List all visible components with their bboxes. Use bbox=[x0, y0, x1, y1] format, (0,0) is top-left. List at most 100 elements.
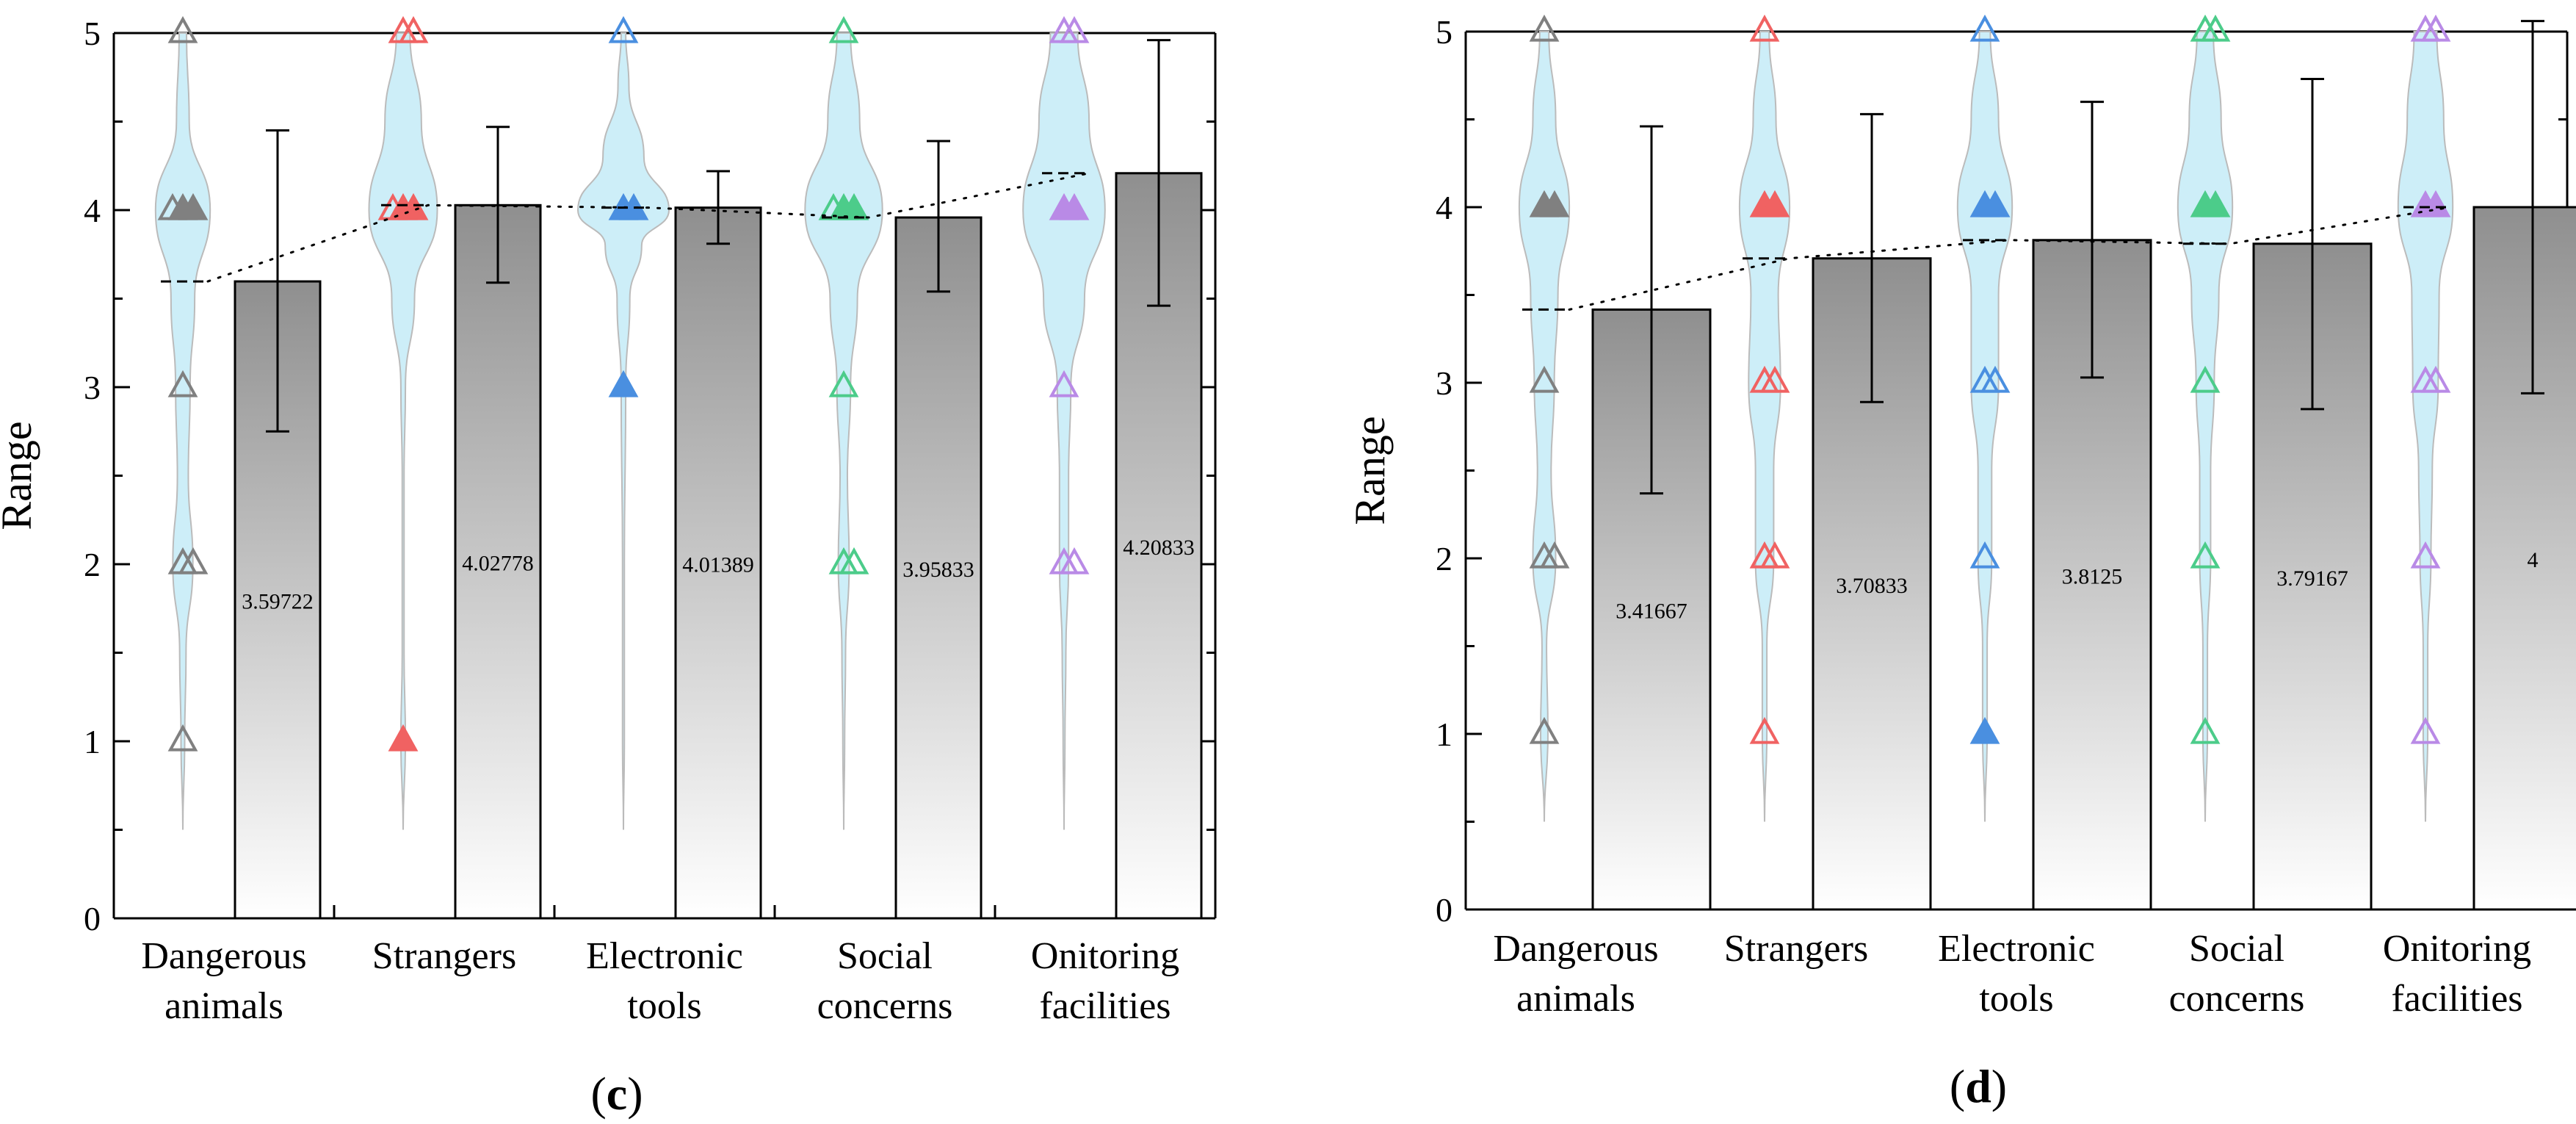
y-tick-label: 1 bbox=[1436, 716, 1452, 753]
panel-label-c: (c) bbox=[590, 1067, 643, 1120]
data-point bbox=[1749, 716, 1780, 744]
x-category-label-line: concerns bbox=[2169, 978, 2305, 1020]
violin bbox=[1518, 31, 1571, 822]
data-point bbox=[1059, 192, 1090, 220]
y-tick-label: 3 bbox=[1436, 364, 1452, 402]
x-category-label-line: concerns bbox=[817, 985, 953, 1027]
x-category-label-line: Strangers bbox=[1724, 928, 1868, 970]
x-category-label: Social concerns bbox=[817, 935, 953, 1027]
data-point bbox=[1059, 547, 1090, 574]
bar-value-label: 3.41667 bbox=[1616, 599, 1687, 624]
data-point bbox=[2190, 365, 2221, 393]
x-category-label: Dangerous animals bbox=[141, 935, 306, 1027]
bar-value-label: 4 bbox=[2528, 548, 2539, 572]
y-tick-label: 1 bbox=[84, 723, 101, 760]
x-category-label-line: facilities bbox=[2391, 978, 2522, 1020]
data-point bbox=[1969, 14, 2000, 42]
violin bbox=[2397, 31, 2454, 822]
bar-value-label: 4.02778 bbox=[462, 552, 534, 576]
data-point bbox=[178, 547, 209, 574]
data-point bbox=[2420, 14, 2451, 42]
y-tick-label: 0 bbox=[84, 900, 101, 937]
data-point bbox=[167, 724, 198, 752]
data-point bbox=[398, 15, 429, 43]
data-point bbox=[2420, 365, 2451, 393]
x-category-label: Strangers bbox=[372, 935, 516, 977]
data-point bbox=[1759, 365, 1790, 393]
violin bbox=[804, 32, 883, 830]
violin bbox=[1738, 31, 1791, 822]
x-category-label-line: facilities bbox=[1039, 985, 1171, 1027]
y-tick-label: 2 bbox=[1436, 540, 1452, 577]
data-point bbox=[167, 15, 198, 43]
x-category-label: Dangerous animals bbox=[1493, 928, 1658, 1020]
data-point bbox=[1749, 14, 1780, 42]
panel-label-d-letter: d bbox=[1965, 1060, 1991, 1112]
data-point bbox=[608, 15, 639, 43]
data-point bbox=[1969, 541, 2000, 569]
mean-trend-line bbox=[206, 172, 1090, 283]
data-point bbox=[1529, 716, 1560, 744]
data-point bbox=[2410, 541, 2441, 569]
y-tick-label: 3 bbox=[84, 369, 101, 406]
data-point bbox=[377, 192, 408, 220]
x-category-label: Strangers bbox=[1724, 928, 1868, 970]
x-category-label-line: Social bbox=[2189, 928, 2284, 970]
data-point bbox=[1529, 365, 1560, 393]
bar-value-label: 3.79167 bbox=[2276, 566, 2348, 591]
x-category-label-line: Dangerous bbox=[1493, 928, 1658, 970]
data-point bbox=[1539, 190, 1570, 217]
violin bbox=[154, 32, 211, 830]
bar bbox=[894, 216, 983, 920]
x-category-label: Onitoring facilities bbox=[1031, 935, 1179, 1027]
x-category-label-line: Onitoring bbox=[2383, 928, 2531, 970]
panel-label-d-open: ( bbox=[1950, 1060, 1965, 1112]
bar bbox=[2472, 206, 2576, 911]
data-point bbox=[1759, 541, 1790, 569]
data-point bbox=[1049, 370, 1079, 397]
y-axis-title: Range bbox=[1346, 416, 1394, 525]
data-point bbox=[1539, 541, 1570, 569]
data-point bbox=[839, 547, 869, 574]
data-point bbox=[178, 192, 209, 220]
y-tick-label: 4 bbox=[84, 192, 101, 229]
panel-label-d: (d) bbox=[1950, 1060, 2007, 1112]
x-category-label-line: Electronic bbox=[1938, 928, 2095, 970]
y-tick-label: 0 bbox=[1436, 891, 1452, 929]
data-point bbox=[828, 370, 859, 397]
y-tick-label: 5 bbox=[1436, 13, 1452, 51]
data-point bbox=[2200, 190, 2231, 217]
panel-label-d-close: ) bbox=[1991, 1060, 2007, 1112]
x-category-label-line: animals bbox=[1516, 978, 1635, 1020]
bar-value-label: 3.95833 bbox=[902, 558, 974, 582]
violin bbox=[1022, 32, 1106, 830]
data-point bbox=[1059, 15, 1090, 43]
bar-value-label: 3.8125 bbox=[2062, 564, 2123, 588]
data-point bbox=[828, 15, 859, 43]
x-category-label: Social concerns bbox=[2169, 928, 2305, 1020]
x-category-label-line: animals bbox=[164, 985, 283, 1027]
x-category-label-line: Electronic bbox=[586, 935, 743, 977]
data-point bbox=[2410, 716, 2441, 744]
violin bbox=[1956, 31, 2014, 822]
data-point bbox=[1980, 190, 2011, 217]
x-category-label-line: Strangers bbox=[372, 935, 516, 977]
bar-value-label: 3.59722 bbox=[242, 590, 314, 614]
bar-value-label: 4.01389 bbox=[682, 552, 754, 577]
panel-label-c-letter: c bbox=[607, 1067, 627, 1120]
data-point bbox=[818, 192, 849, 220]
x-category-label-line: tools bbox=[627, 985, 701, 1027]
data-point bbox=[2200, 14, 2231, 42]
x-category-label: Onitoring facilities bbox=[2383, 928, 2531, 1020]
bar-value-label: 4.20833 bbox=[1123, 536, 1195, 560]
violin bbox=[576, 32, 670, 830]
data-point bbox=[157, 192, 188, 220]
chart-panel-c: 0 1 2 3 4 5 Range 3.59722 Dangerous animals 4.0277… bbox=[0, 15, 1217, 1027]
y-tick-label: 5 bbox=[84, 15, 101, 52]
y-tick-label: 4 bbox=[1436, 189, 1452, 226]
x-category-label-line: Onitoring bbox=[1031, 935, 1179, 977]
violin bbox=[368, 32, 438, 830]
data-point bbox=[2190, 541, 2221, 569]
y-tick-label: 2 bbox=[84, 546, 101, 583]
